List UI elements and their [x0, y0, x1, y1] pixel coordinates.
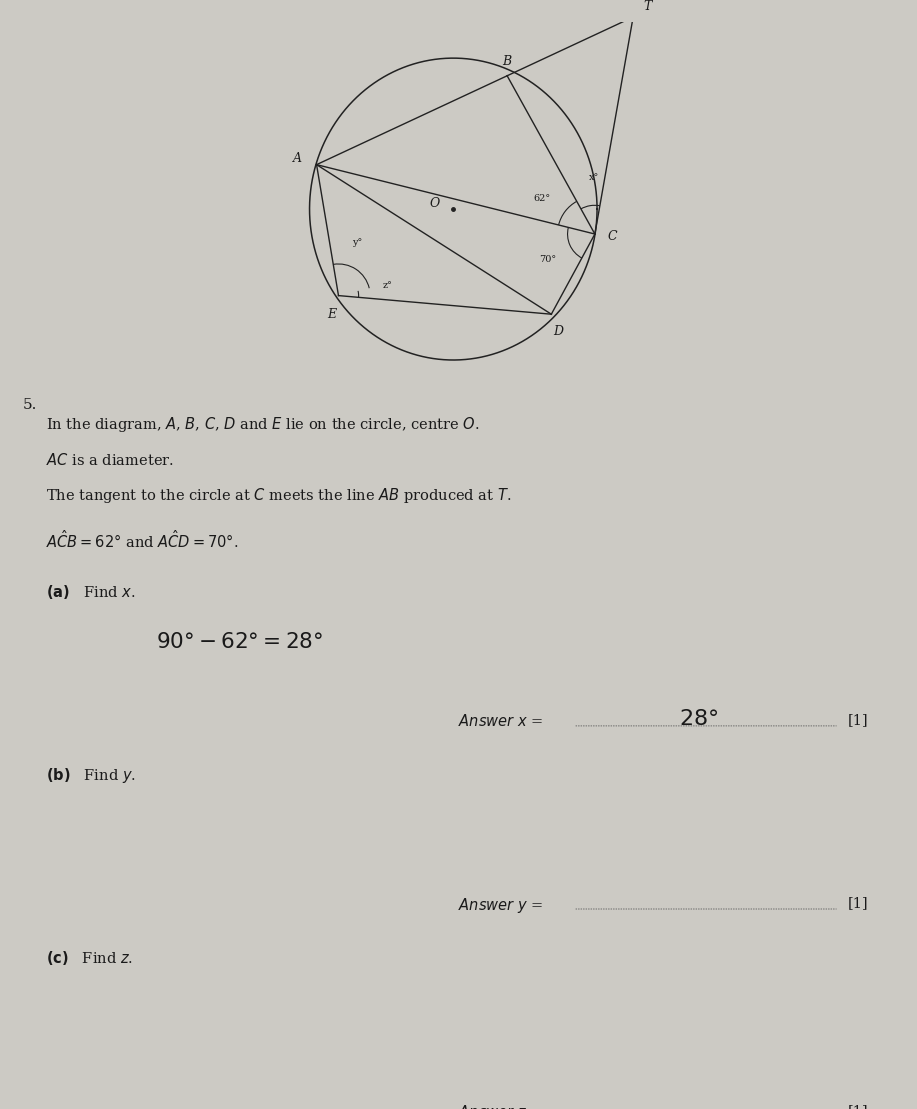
- Text: [1]: [1]: [848, 713, 868, 728]
- Text: z°: z°: [382, 282, 392, 291]
- Text: O: O: [429, 196, 440, 210]
- Text: [1]: [1]: [848, 896, 868, 910]
- Text: T: T: [644, 0, 652, 13]
- Text: $\mathit{Answer\ z}$ =: $\mathit{Answer\ z}$ =: [458, 1105, 545, 1109]
- Text: 62°: 62°: [534, 194, 551, 203]
- Text: $\mathit{Answer\ y}$ =: $\mathit{Answer\ y}$ =: [458, 896, 546, 915]
- Text: $\mathit{Answer\ x}$ =: $\mathit{Answer\ x}$ =: [458, 713, 546, 730]
- Text: A: A: [293, 152, 303, 165]
- Text: D: D: [554, 325, 564, 338]
- Text: In the diagram, $\it{A}$, $\it{B}$, $\it{C}$, $\it{D}$ and $\it{E}$ lie on the c: In the diagram, $\it{A}$, $\it{B}$, $\it…: [46, 416, 480, 435]
- Text: $\mathbf{(b)}$   Find $\it{y}$.: $\mathbf{(b)}$ Find $\it{y}$.: [46, 766, 136, 785]
- Text: $90° - 62° = 28°$: $90° - 62° = 28°$: [156, 631, 323, 653]
- Text: $28°$: $28°$: [679, 708, 718, 730]
- Text: [1]: [1]: [848, 1105, 868, 1109]
- Text: y°: y°: [351, 238, 362, 247]
- Text: B: B: [503, 55, 512, 68]
- Text: $\it{AC}$ is a diameter.: $\it{AC}$ is a diameter.: [46, 452, 173, 468]
- Text: C: C: [607, 231, 617, 243]
- Text: 70°: 70°: [539, 255, 557, 264]
- Text: $\mathbf{(c)}$   Find $\it{z}$.: $\mathbf{(c)}$ Find $\it{z}$.: [46, 949, 133, 967]
- Text: The tangent to the circle at $\it{C}$ meets the line $\it{AB}$ produced at $\it{: The tangent to the circle at $\it{C}$ me…: [46, 486, 511, 505]
- Text: E: E: [326, 308, 336, 321]
- Text: $\mathbf{(a)}$   Find $\it{x}$.: $\mathbf{(a)}$ Find $\it{x}$.: [46, 583, 135, 601]
- Text: 5.: 5.: [23, 398, 38, 411]
- Text: $A\hat{C}B = 62°$ and $A\hat{C}D = 70°$.: $A\hat{C}B = 62°$ and $A\hat{C}D = 70°$.: [46, 529, 238, 551]
- Text: x°: x°: [589, 173, 599, 182]
